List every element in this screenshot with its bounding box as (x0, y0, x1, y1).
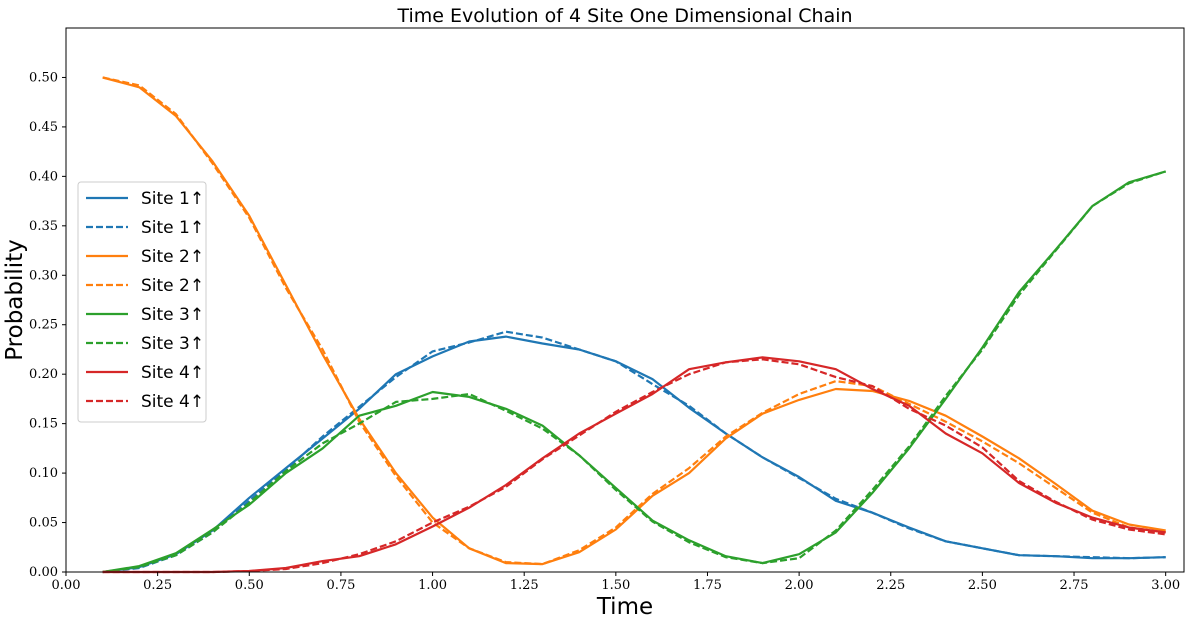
y-axis-label: Probability (2, 239, 28, 361)
legend-label: Site 2↑ (141, 247, 204, 267)
legend-label: Site 2↑ (141, 276, 204, 296)
x-tick-label: 2.25 (876, 578, 905, 593)
x-tick-label: 1.75 (693, 578, 722, 593)
y-tick-label: 0.25 (29, 318, 58, 333)
x-axis-label: Time (596, 594, 653, 620)
x-tick-label: 1.00 (418, 578, 447, 593)
x-tick-label: 1.50 (601, 578, 630, 593)
legend-label: Site 1↑ (141, 218, 204, 238)
y-tick-label: 0.35 (29, 219, 58, 234)
y-tick-label: 0.50 (29, 70, 58, 85)
x-tick-label: 0.75 (326, 578, 355, 593)
x-tick-label: 0.00 (52, 578, 81, 593)
x-tick-label: 2.75 (1060, 578, 1089, 593)
x-tick-label: 0.25 (143, 578, 172, 593)
x-tick-label: 2.00 (785, 578, 814, 593)
legend-label: Site 1↑ (141, 189, 204, 209)
legend-label: Site 4↑ (141, 363, 204, 383)
y-tick-label: 0.00 (29, 565, 58, 580)
y-tick-label: 0.05 (29, 516, 58, 531)
legend-label: Site 4↑ (141, 392, 204, 412)
chart-title: Time Evolution of 4 Site One Dimensional… (396, 5, 852, 27)
y-tick-label: 0.30 (29, 268, 58, 283)
legend-label: Site 3↑ (141, 334, 204, 354)
x-tick-label: 3.00 (1151, 578, 1180, 593)
y-tick-label: 0.40 (29, 169, 58, 184)
y-tick-label: 0.10 (29, 466, 58, 481)
x-tick-label: 0.50 (235, 578, 264, 593)
legend-label: Site 3↑ (141, 305, 204, 325)
y-tick-label: 0.15 (29, 417, 58, 432)
x-tick-label: 1.25 (510, 578, 539, 593)
legend: Site 1↑ Site 1↑ Site 2↑ Site 2↑ Site 3↑ Site … (78, 182, 206, 422)
y-tick-label: 0.45 (29, 120, 58, 135)
y-tick-label: 0.20 (29, 367, 58, 382)
x-tick-label: 2.50 (968, 578, 997, 593)
